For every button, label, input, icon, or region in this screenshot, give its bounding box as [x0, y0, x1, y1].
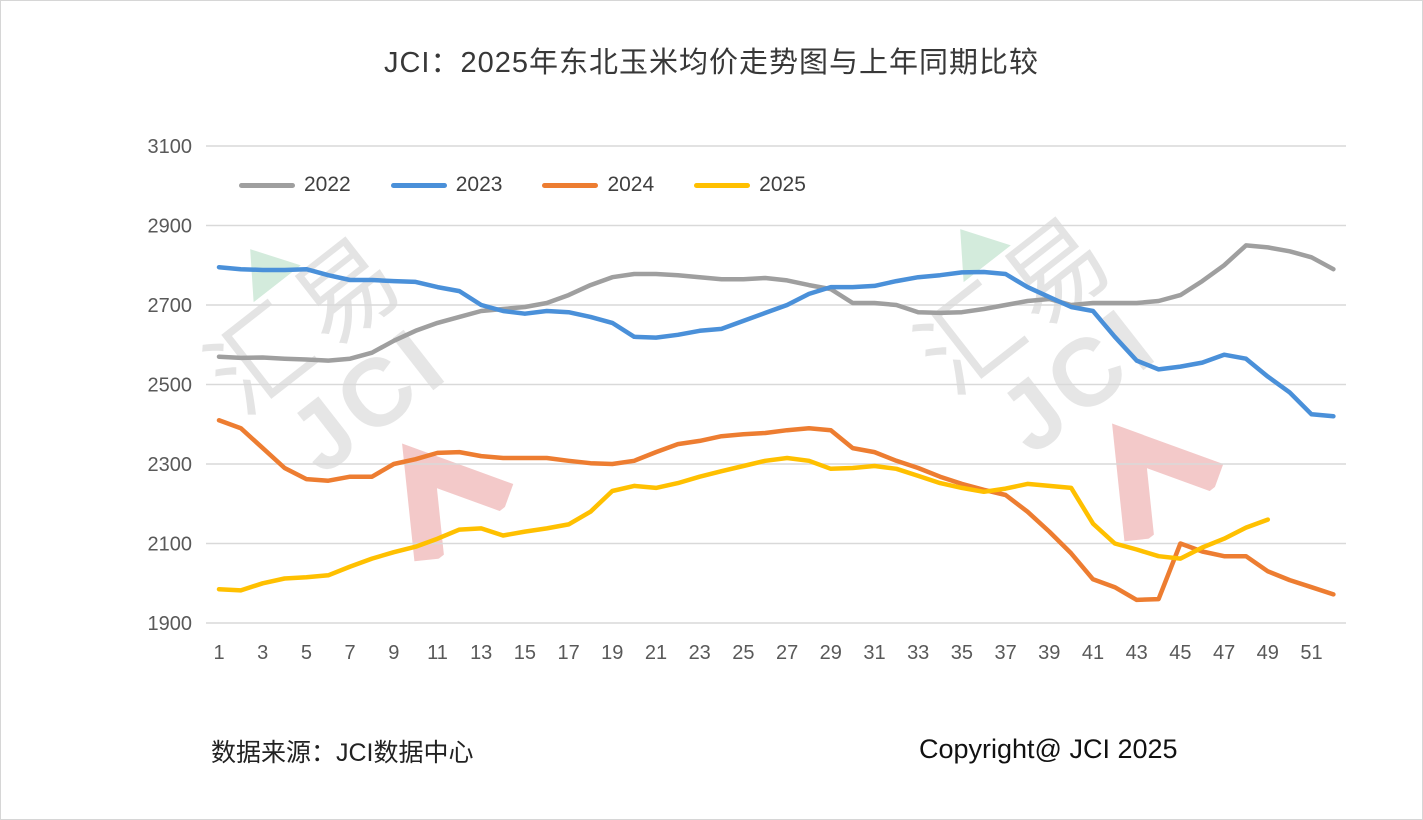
legend-swatch-2023	[390, 182, 447, 188]
x-axis-tick-label: 3	[257, 642, 268, 664]
copyright-text: Copyright@ JCI 2025	[919, 734, 1178, 764]
series-line-2025	[216, 455, 1271, 593]
x-axis-tick-label: 51	[1300, 642, 1322, 664]
chart-legend: 2022 2023 2024 2025	[239, 173, 806, 197]
y-axis-tick-label: 2500	[148, 375, 193, 397]
y-axis-tick-label: 1900	[148, 613, 193, 635]
y-axis-tick-label: 2700	[148, 295, 193, 317]
x-axis-tick-label: 37	[994, 642, 1016, 664]
legend-label-2024: 2024	[607, 173, 655, 196]
data-source-note: 数据来源：JCI数据中心	[211, 739, 474, 767]
x-axis-tick-label: 45	[1169, 642, 1191, 664]
x-axis-tick-label: 35	[951, 642, 973, 664]
legend-swatch-2024	[542, 182, 599, 188]
legend-item-2022: 2022	[239, 173, 351, 197]
y-axis-tick-label: 2100	[148, 534, 193, 556]
x-axis-tick-label: 27	[776, 642, 798, 664]
x-axis-tick-label: 41	[1082, 642, 1104, 664]
legend-label-2025: 2025	[759, 173, 806, 196]
legend-item-2025: 2025	[694, 173, 806, 197]
x-axis-tick-label: 39	[1038, 642, 1060, 664]
legend-label-2023: 2023	[455, 173, 503, 196]
x-axis-tick-label: 23	[689, 642, 711, 664]
chart-title: JCI：2025年东北玉米均价走势图与上年同期比较	[383, 47, 1039, 79]
x-axis-tick-label: 47	[1213, 642, 1235, 664]
x-axis-tick-label: 17	[557, 642, 579, 664]
y-axis-tick-label: 2300	[148, 454, 193, 476]
x-axis-tick-label: 13	[470, 642, 492, 664]
x-axis-tick-label: 1	[213, 642, 224, 664]
x-axis-tick-label: 7	[345, 642, 356, 664]
legend-item-2024: 2024	[542, 173, 654, 197]
x-axis-tick-label: 31	[863, 642, 885, 664]
x-axis-tick-label: 29	[820, 642, 842, 664]
series-line-2023	[216, 264, 1336, 419]
x-axis-tick-label: 33	[907, 642, 929, 664]
x-axis-tick-label: 9	[388, 642, 399, 664]
legend-swatch-2025	[694, 182, 751, 188]
x-axis-tick-label: 19	[601, 642, 623, 664]
x-axis-tick-label: 11	[427, 642, 448, 664]
y-axis-tick-label: 3100	[148, 136, 193, 158]
x-axis-tick-label: 49	[1257, 642, 1279, 664]
x-axis-tick-label: 21	[645, 642, 667, 664]
x-axis-tick-label: 5	[301, 642, 312, 664]
x-axis-tick-label: 15	[514, 642, 536, 664]
legend-label-2022: 2022	[304, 173, 351, 196]
x-axis-tick-label: 43	[1126, 642, 1148, 664]
series-line-2024	[216, 418, 1336, 603]
series-line-2022	[216, 243, 1336, 363]
x-axis-tick-label: 25	[732, 642, 754, 664]
legend-swatch-2022	[239, 182, 295, 188]
legend-item-2023: 2023	[390, 173, 503, 197]
y-axis-tick-label: 2900	[148, 216, 193, 238]
